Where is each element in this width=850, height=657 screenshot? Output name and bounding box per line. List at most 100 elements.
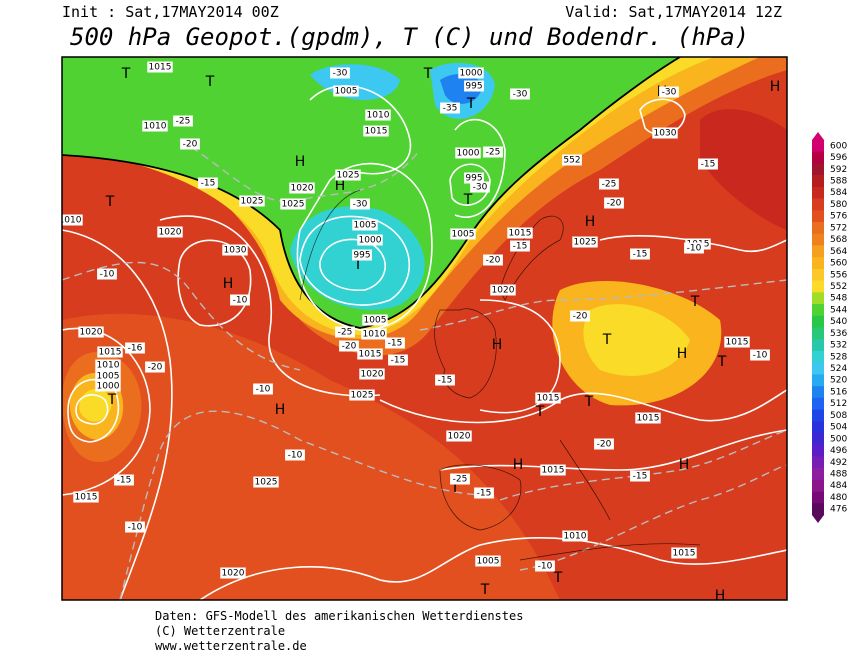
label-box <box>173 115 193 127</box>
map-frame <box>61 56 788 601</box>
colorbar-swatch <box>812 350 824 363</box>
label-box <box>222 244 248 256</box>
colorbar-label: 516 <box>830 387 847 397</box>
label-box <box>446 430 472 442</box>
pressure-label: 1010 <box>97 361 120 371</box>
pressure-label: 1005 <box>477 557 500 567</box>
temperature-label: -15 <box>633 250 648 260</box>
temperature-label: -10 <box>687 244 702 254</box>
pressure-label: 1015 <box>673 549 696 559</box>
pressure-label: 1015 <box>637 414 660 424</box>
init-time: Init : Sat,17MAY2014 00Z <box>62 3 279 21</box>
label-box <box>253 383 273 395</box>
label-box <box>483 146 503 158</box>
map-title: 500 hPa Geopot.(gpdm), T (C) und Bodendr… <box>70 23 749 51</box>
label-box <box>363 125 389 137</box>
pressure-label: 1030 <box>224 246 247 256</box>
pressure-label: 1020 <box>159 228 182 238</box>
label-box <box>220 567 246 579</box>
low-marker: T <box>602 332 612 348</box>
temperature-label: -25 <box>176 117 191 127</box>
footer-source: Daten: GFS-Modell des amerikanischen Wet… <box>155 609 523 623</box>
label-box <box>147 61 173 73</box>
pressure-label: 995 <box>465 82 482 92</box>
pressure-label: 1010 <box>363 330 386 340</box>
temperature-label: -16 <box>128 344 143 354</box>
label-box <box>594 438 614 450</box>
colorbar: 6005965925885845805765725685645605565525… <box>812 132 847 523</box>
pressure-label: 1005 <box>335 87 358 97</box>
label-box <box>95 380 121 392</box>
label-box <box>330 67 350 79</box>
colorbar-label: 552 <box>830 282 847 292</box>
label-box <box>145 361 165 373</box>
temperature-label: -15 <box>438 376 453 386</box>
colorbar-cap-bottom <box>812 515 824 523</box>
pressure-label: 1030 <box>654 129 677 139</box>
colorbar-swatch <box>812 444 824 457</box>
colorbar-label: 576 <box>830 212 847 222</box>
pressure-label: 1005 <box>97 372 120 382</box>
colorbar-swatch <box>812 198 824 211</box>
label-box <box>97 268 117 280</box>
pressure-label: 1005 <box>452 230 475 240</box>
pressure-label: 1000 <box>457 149 480 159</box>
high-marker: H <box>335 178 346 194</box>
temperature-label: -20 <box>148 363 163 373</box>
colorbar-swatch <box>812 339 824 352</box>
label-box <box>652 127 678 139</box>
colorbar-swatch <box>812 456 824 469</box>
pressure-label: 1020 <box>80 328 103 338</box>
pressure-label: 552 <box>563 156 580 166</box>
label-box <box>450 228 476 240</box>
label-box <box>475 555 501 567</box>
temperature-label: -15 <box>117 476 132 486</box>
low-marker: T <box>690 294 700 310</box>
colorbar-label: 580 <box>830 200 847 210</box>
pressure-label: 1025 <box>255 478 278 488</box>
label-box <box>458 67 484 79</box>
high-marker: H <box>715 588 726 604</box>
pressure-label: 1000 <box>359 236 382 246</box>
temperature-label: -20 <box>342 342 357 352</box>
colorbar-swatch <box>812 292 824 305</box>
pressure-label: 1015 <box>726 338 749 348</box>
colorbar-swatch <box>812 210 824 223</box>
label-box <box>510 88 530 100</box>
low-marker: T <box>480 582 490 598</box>
colorbar-swatch <box>812 421 824 434</box>
label-box <box>604 197 624 209</box>
label-box <box>285 449 305 461</box>
label-box <box>750 349 770 361</box>
high-marker: H <box>585 214 596 230</box>
label-box <box>333 85 359 97</box>
label-box <box>114 474 134 486</box>
label-box <box>280 198 306 210</box>
pressure-label: 1025 <box>337 171 360 181</box>
low-marker: T <box>205 74 215 90</box>
label-box <box>659 86 679 98</box>
pressure-label: 995 <box>465 174 482 184</box>
colorbar-label: 600 <box>830 141 847 151</box>
label-box <box>450 473 470 485</box>
label-box <box>535 392 561 404</box>
label-box <box>507 227 533 239</box>
label-box <box>180 138 200 150</box>
pressure-label: 1025 <box>351 391 374 401</box>
temperature-label: -30 <box>662 88 677 98</box>
colorbar-label: 548 <box>830 294 847 304</box>
label-box <box>562 154 582 166</box>
low-marker: T <box>450 480 460 496</box>
temperature-label: -25 <box>602 180 617 190</box>
label-box <box>157 226 183 238</box>
label-box <box>95 370 121 382</box>
label-box <box>671 547 697 559</box>
label-box <box>253 476 279 488</box>
colorbar-label: 596 <box>830 153 847 163</box>
temperature-label: -15 <box>477 489 492 499</box>
colorbar-label: 496 <box>830 446 847 456</box>
colorbar-label: 592 <box>830 165 847 175</box>
label-box <box>125 521 145 533</box>
colorbar-swatch <box>812 479 824 492</box>
